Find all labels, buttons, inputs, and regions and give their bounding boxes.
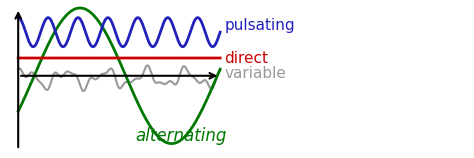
Text: pulsating: pulsating <box>224 18 295 33</box>
Text: direct: direct <box>224 51 268 66</box>
Text: variable: variable <box>224 66 286 81</box>
Text: alternating: alternating <box>135 127 227 145</box>
